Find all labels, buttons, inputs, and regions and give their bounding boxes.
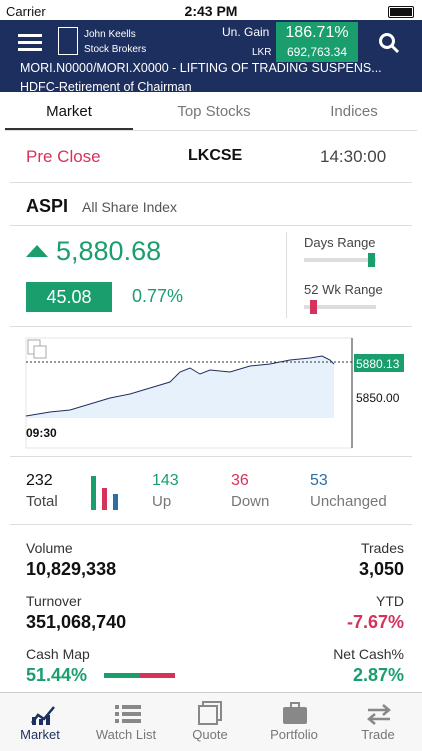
stat-value: 3,050 [358,559,404,579]
nav-item[interactable]: Watch List [95,727,157,742]
stat-value: -7.67% [346,612,404,632]
count: 53 [310,472,328,489]
count-label: Up [152,493,172,510]
up-arrow [26,245,48,257]
count-label: Down [231,493,270,510]
battery [388,6,414,18]
stat-label: YTD [376,593,404,609]
count: 36 [231,472,249,489]
stat-label: Volume [26,540,73,556]
intraday-chart [25,337,404,449]
nav-icon [31,706,55,725]
tab-bar: Market Top Stocks Indices [5,92,417,131]
stat-value: 10,829,338 [26,559,117,579]
tab-indicator [5,128,133,130]
stat-label: Net Cash% [333,646,404,662]
nav-item[interactable]: Portfolio [270,727,318,742]
change-percent: 0.77% [132,286,184,306]
index-value: 5,880.68 [56,236,162,266]
range-marker [368,253,375,267]
chart-level: 5850.00 [356,391,400,405]
count: 232 [26,472,53,489]
gain-percent: 186.71% [285,24,349,41]
gain-amount: 692,763.34 [286,45,348,59]
session-status: Pre Close [26,147,101,166]
logo [58,27,78,55]
range-bar [304,305,376,309]
stat-label: Cash Map [26,646,90,662]
cash-bar [140,673,175,678]
nav-icon [367,704,391,725]
stat-value: 351,068,740 [26,612,127,632]
session-time: 14:30:00 [320,147,387,166]
stat-label: Turnover [26,593,82,609]
currency: LKR [252,47,272,58]
range-marker [310,300,317,314]
change: 45.08 [26,282,112,312]
tab-bar-bottom: Market Watch List Quote Portfolio Trade [0,692,422,751]
nav-icon [115,705,141,723]
count-label: Total [26,493,58,510]
nav-icon [283,702,307,724]
cash-bar [104,673,140,678]
brand: Stock Brokers [84,44,147,55]
clock: 2:43 PM [184,3,238,19]
market: LKCSE [188,147,243,164]
index-name: All Share Index [82,199,177,215]
index-code: ASPI [26,196,69,216]
stat-value: 2.87% [352,665,404,685]
range-bar [304,258,376,262]
chart-last: 5880.13 [356,357,400,371]
count-label: Unchanged [310,493,387,510]
range-label: Days Range [304,235,376,250]
menu-button[interactable] [18,34,42,52]
stat-value: 51.44% [26,665,88,685]
count-icon [91,476,118,510]
range-label: 52 Wk Range [304,282,383,297]
chart-start: 09:30 [26,426,57,440]
search-button[interactable] [378,32,400,54]
nav-item[interactable]: Market [20,727,60,742]
ticker: HDFC-Retirement of Chairman [20,80,192,92]
carrier: Carrier [6,4,46,19]
count: 143 [152,472,179,489]
nav-item[interactable]: Trade [361,727,395,742]
nav-item[interactable]: Quote [192,727,228,742]
gain-label: Un. Gain [222,25,270,39]
tab[interactable]: Market [46,103,92,120]
header: John Keells Stock Brokers Un. Gain LKR 1… [0,20,422,92]
tab[interactable]: Top Stocks [177,103,251,120]
ticker: MORI.N0000/MORI.X0000 - LIFTING OF TRADI… [20,61,382,75]
divider [286,232,287,318]
nav-icon [198,701,222,725]
brand: John Keells [84,29,136,40]
tab[interactable]: Indices [330,103,378,120]
gain-box: 186.71% 692,763.34 [276,22,358,62]
stat-label: Trades [360,540,404,556]
